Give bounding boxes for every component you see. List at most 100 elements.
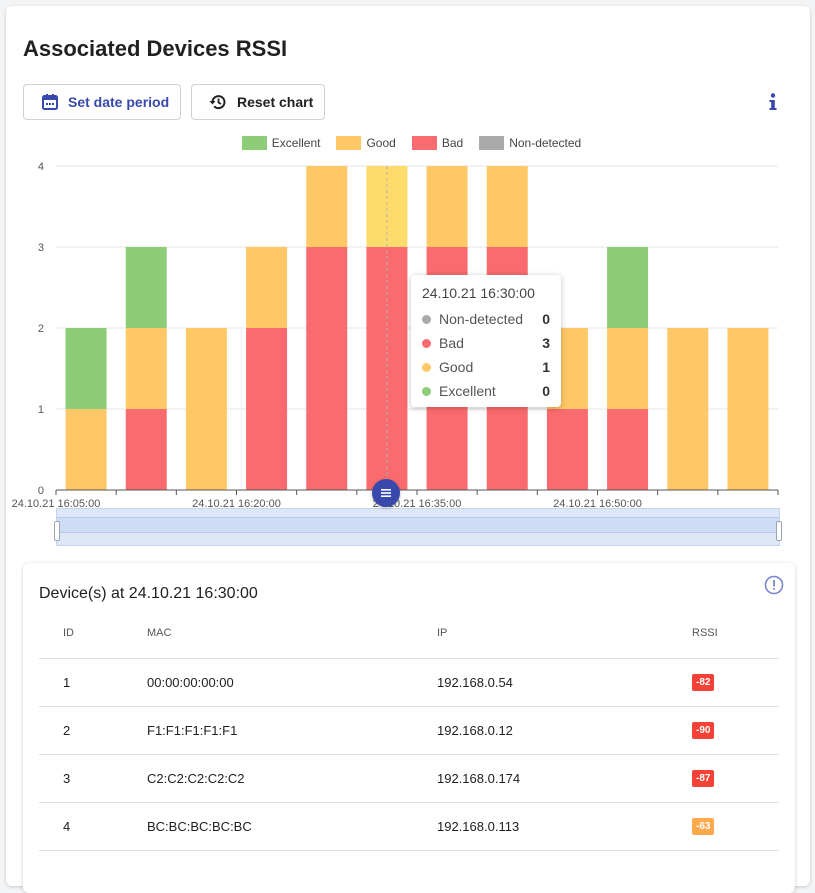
bar-segment-good[interactable] — [607, 328, 649, 409]
zoom-slider-left-handle[interactable] — [54, 521, 60, 541]
x-tick-label: 24.10.21 16:05:00 — [12, 498, 101, 508]
bar-segment-good[interactable] — [65, 409, 107, 490]
zoom-slider[interactable] — [54, 508, 782, 546]
y-tick-label: 4 — [38, 161, 44, 173]
bar-segment-bad[interactable] — [607, 409, 649, 490]
cell-mac: C2:C2:C2:C2:C2 — [147, 754, 437, 803]
cell-rssi: -63 — [692, 802, 779, 851]
table-row[interactable]: 1 00:00:00:00:00 192.168.0.54 -82 — [39, 658, 779, 707]
column-header-mac[interactable]: MAC — [147, 608, 437, 659]
zoom-slider-right-handle[interactable] — [776, 521, 782, 541]
tooltip-value: 1 — [542, 359, 550, 375]
legend-label: Non-detected — [509, 136, 582, 150]
x-tick-label: 24.10.21 16:35:00 — [373, 498, 462, 508]
legend-swatch — [241, 136, 267, 150]
table-row[interactable]: 2 F1:F1:F1:F1:F1 192.168.0.12 -90 — [39, 706, 779, 755]
alert-circle-icon[interactable] — [764, 575, 784, 595]
table-row[interactable]: 3 C2:C2:C2:C2:C2 192.168.0.174 -87 — [39, 754, 779, 803]
bar-segment-good[interactable] — [246, 247, 288, 328]
cell-rssi: -90 — [692, 706, 779, 755]
chart-tooltip: 24.10.21 16:30:00 Non-detected 0 Bad 3 Good 1… — [411, 275, 561, 407]
rssi-stacked-bar-chart[interactable]: 0 1 2 3 4 24.10.21 16:05:00 24.10.21 16:20:00 2… — [6, 156, 810, 508]
y-tick-label: 0 — [38, 485, 44, 497]
tooltip-label: Non-detected — [439, 311, 524, 327]
tooltip-row: Bad 3 — [422, 331, 550, 355]
tooltip-row: Good 1 — [422, 355, 550, 379]
rssi-card: Associated Devices RSSI Set date period … — [6, 6, 810, 893]
bar-segment-excellent[interactable] — [607, 247, 649, 328]
bar-segment-bad[interactable] — [246, 328, 288, 490]
bar-segment-good[interactable] — [667, 328, 709, 490]
cell-ip: 192.168.0.113 — [437, 802, 692, 851]
cell-id: 4 — [39, 802, 147, 851]
cell-mac: 00:00:00:00:00 — [147, 658, 437, 707]
set-date-period-label: Set date period — [68, 94, 170, 110]
cell-rssi: -82 — [692, 658, 779, 707]
cell-mac: F1:F1:F1:F1:F1 — [147, 706, 437, 755]
zoom-slider-range[interactable] — [57, 517, 779, 533]
legend-swatch — [336, 136, 362, 150]
page-title: Associated Devices RSSI — [23, 36, 288, 61]
legend-item-bad[interactable]: Bad — [411, 136, 463, 150]
cell-mac: BC:BC:BC:BC:BC — [147, 802, 437, 851]
tooltip-row: Non-detected 0 — [422, 307, 550, 331]
legend-item-non-detected[interactable]: Non-detected — [479, 136, 581, 150]
bar-segment-good[interactable] — [185, 328, 227, 490]
reset-chart-label: Reset chart — [237, 94, 314, 110]
bar-segment-excellent[interactable] — [65, 328, 107, 409]
legend-item-good[interactable]: Good — [336, 136, 396, 150]
chart-legend: Excellent Good Bad Non-detected — [6, 136, 810, 150]
x-tick-label: 24.10.21 16:50:00 — [553, 498, 642, 508]
tooltip-value: 0 — [542, 383, 550, 399]
legend-swatch — [411, 136, 437, 150]
info-icon[interactable] — [766, 92, 780, 112]
cell-id: 1 — [39, 658, 147, 707]
tooltip-time: 24.10.21 16:30:00 — [422, 285, 535, 301]
bar-segment-good[interactable] — [125, 328, 167, 409]
set-date-period-button[interactable]: Set date period — [23, 84, 181, 120]
bar-segment-good[interactable] — [486, 166, 528, 247]
y-tick-label: 1 — [38, 404, 44, 416]
tooltip-row: Excellent 0 — [422, 379, 550, 403]
menu-icon — [381, 489, 391, 497]
cell-rssi: -87 — [692, 754, 779, 803]
reset-chart-button[interactable]: Reset chart — [191, 84, 325, 120]
cell-ip: 192.168.0.174 — [437, 754, 692, 803]
cell-id: 3 — [39, 754, 147, 803]
bar-segment-excellent[interactable] — [125, 247, 167, 328]
bar-segment-good[interactable] — [426, 166, 468, 247]
table-row[interactable]: 4 BC:BC:BC:BC:BC 192.168.0.113 -63 — [39, 802, 779, 851]
tooltip-value: 0 — [542, 311, 550, 327]
cell-ip: 192.168.0.12 — [437, 706, 692, 755]
chart-menu-button[interactable] — [372, 479, 400, 507]
history-icon — [209, 95, 226, 110]
devices-panel: Device(s) at 24.10.21 16:30:00 ID MAC IP… — [23, 563, 795, 893]
cell-ip: 192.168.0.54 — [437, 658, 692, 707]
bar-segment-bad[interactable] — [125, 409, 167, 490]
legend-item-excellent[interactable]: Excellent — [241, 136, 321, 150]
devices-title: Device(s) at 24.10.21 16:30:00 — [39, 585, 258, 602]
column-header-id[interactable]: ID — [39, 608, 147, 659]
legend-label: Excellent — [271, 136, 321, 150]
legend-label: Good — [366, 136, 396, 150]
bar-segment-bad[interactable] — [366, 247, 408, 490]
bar-segment-bad[interactable] — [546, 409, 588, 490]
table-header-row: ID MAC IP RSSI — [39, 608, 779, 659]
y-tick-label: 3 — [38, 242, 44, 254]
tooltip-label: Excellent — [439, 383, 496, 399]
rssi-badge: -63 — [692, 818, 715, 835]
tooltip-value: 3 — [542, 335, 550, 351]
tooltip-dot — [422, 338, 431, 348]
bar-segment-bad[interactable] — [306, 247, 348, 490]
calendar-icon — [42, 94, 58, 110]
column-header-rssi[interactable]: RSSI — [692, 608, 779, 659]
devices-table: ID MAC IP RSSI 1 00:00:00:00:00 192.168.0.… — [39, 608, 779, 851]
x-tick-label: 24.10.21 16:20:00 — [192, 498, 281, 508]
rssi-badge: -90 — [692, 722, 715, 739]
legend-swatch — [479, 136, 505, 150]
bar-segment-good[interactable] — [306, 166, 348, 247]
tooltip-label: Bad — [439, 335, 464, 351]
bar-segment-good[interactable] — [727, 328, 769, 490]
column-header-ip[interactable]: IP — [437, 608, 692, 659]
tooltip-dot — [422, 314, 431, 324]
